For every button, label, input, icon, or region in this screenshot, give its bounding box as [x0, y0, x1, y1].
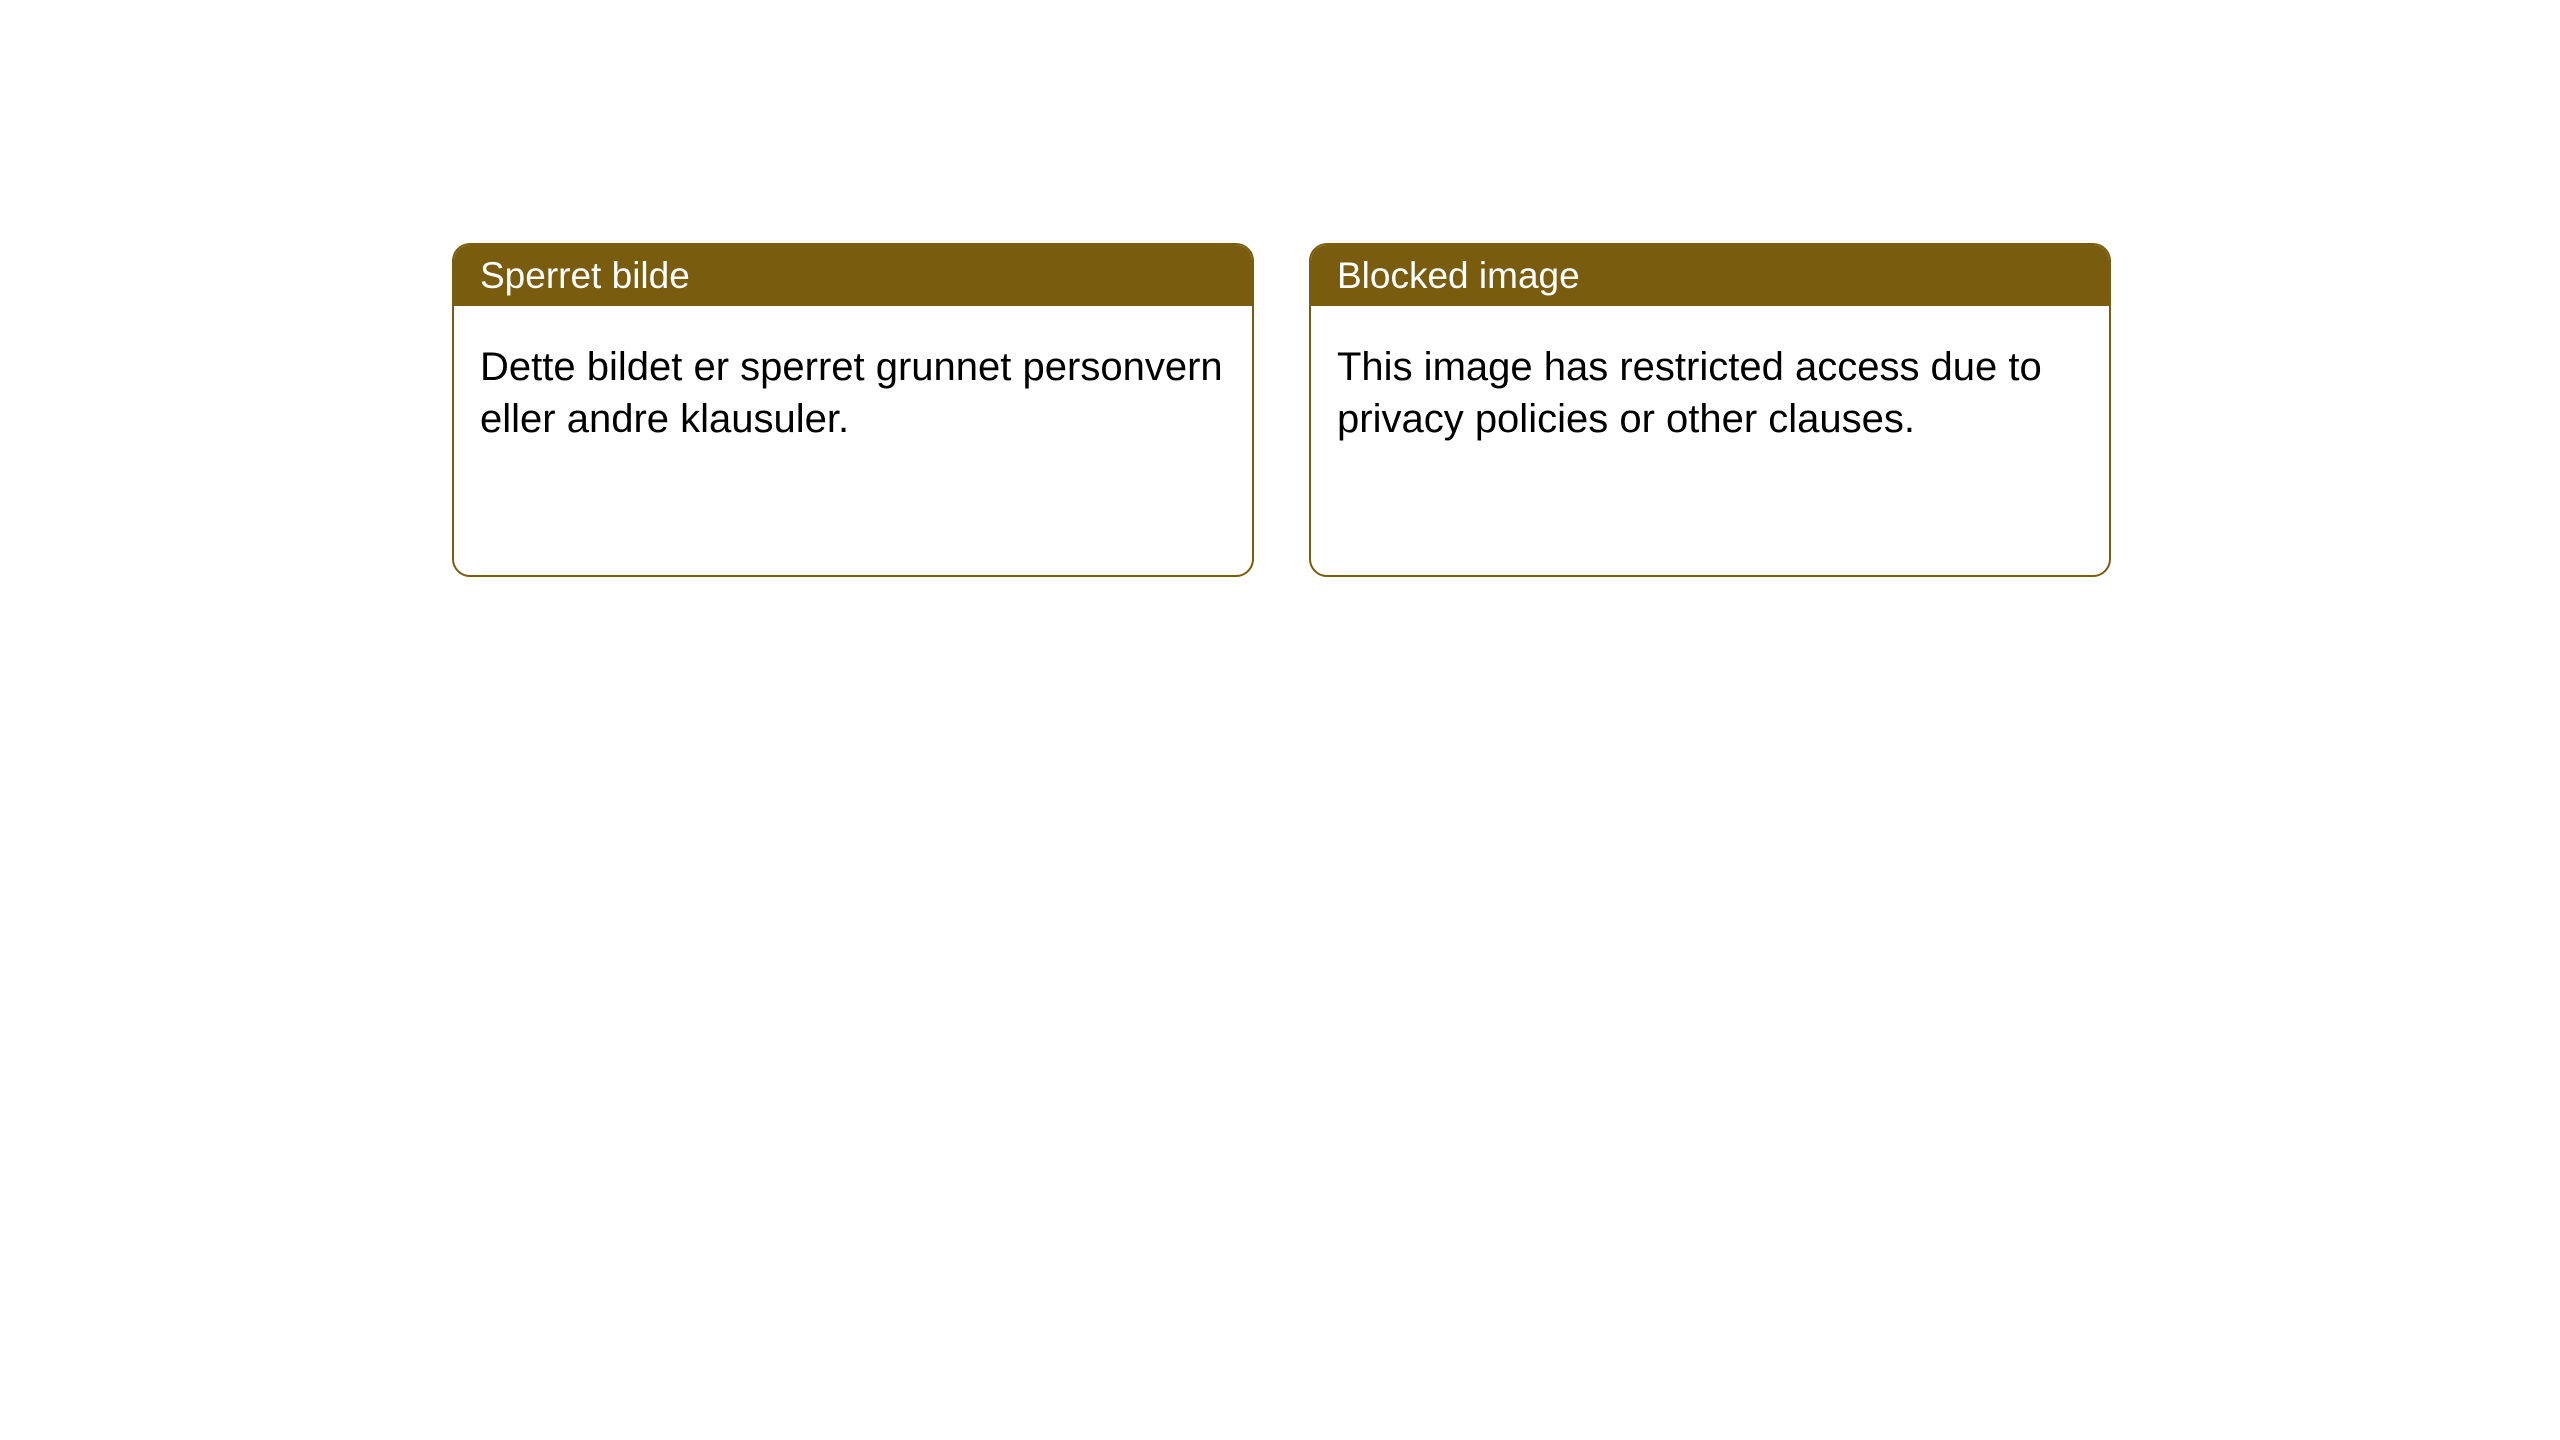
notice-container: Sperret bilde Dette bildet er sperret gr…: [452, 243, 2111, 577]
card-header: Sperret bilde: [454, 245, 1252, 306]
card-title: Blocked image: [1337, 255, 1580, 297]
card-body-text: This image has restricted access due to …: [1337, 345, 2042, 441]
notice-card-norwegian: Sperret bilde Dette bildet er sperret gr…: [452, 243, 1254, 577]
card-body-text: Dette bildet er sperret grunnet personve…: [480, 345, 1223, 441]
notice-card-english: Blocked image This image has restricted …: [1309, 243, 2111, 577]
card-header: Blocked image: [1311, 245, 2109, 306]
card-body: Dette bildet er sperret grunnet personve…: [454, 306, 1252, 480]
card-title: Sperret bilde: [480, 255, 690, 297]
card-body: This image has restricted access due to …: [1311, 306, 2109, 480]
